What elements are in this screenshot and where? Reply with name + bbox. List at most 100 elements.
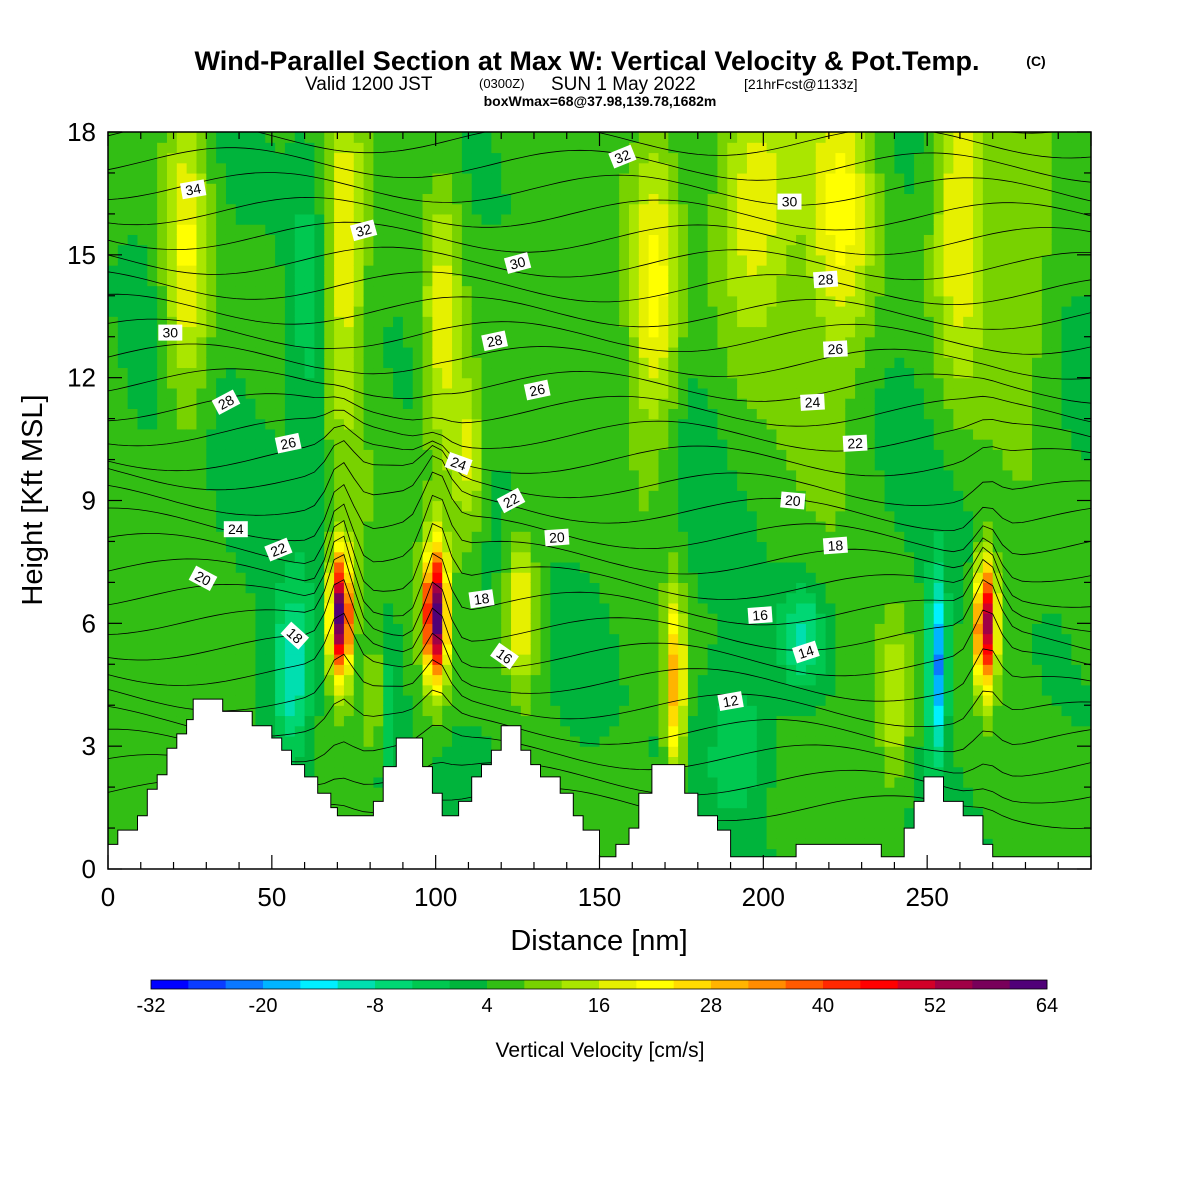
colorbar bbox=[150, 979, 1048, 990]
isentrope-line bbox=[108, 271, 1091, 306]
colorbar-tick-label: -20 bbox=[249, 995, 278, 1017]
colorbar-swatch bbox=[897, 980, 936, 989]
isentrope-label-text: 24 bbox=[804, 394, 821, 411]
valid-time-utc: (0300Z) bbox=[479, 76, 525, 91]
isentrope-label: 30 bbox=[158, 324, 183, 341]
colorbar-swatch bbox=[748, 980, 787, 989]
isentrope-label: 20 bbox=[544, 528, 570, 547]
colorbar-tick-label: 40 bbox=[812, 995, 834, 1017]
isentrope-label: 26 bbox=[822, 340, 848, 358]
isentrope-label-text: 20 bbox=[784, 492, 801, 509]
colorbar-swatch bbox=[188, 980, 227, 989]
isentrope-label: 24 bbox=[223, 521, 248, 538]
y-tick-label: 12 bbox=[67, 363, 96, 393]
colorbar-frame bbox=[150, 979, 1048, 990]
isentrope-label-text: 18 bbox=[473, 590, 491, 608]
isentrope-line bbox=[108, 440, 1091, 506]
isentrope-label-text: 20 bbox=[192, 568, 213, 590]
colorbar-swatch bbox=[151, 980, 189, 989]
x-axis: 0 50 100 150 200 250 bbox=[101, 132, 1092, 912]
isentrope-label: 14 bbox=[792, 640, 820, 664]
y-tick-label: 0 bbox=[82, 854, 96, 884]
isentrope-label-text: 30 bbox=[782, 194, 798, 210]
isentrope-line bbox=[108, 455, 1091, 532]
colorbar-swatch bbox=[1009, 980, 1048, 989]
y-tick-label: 18 bbox=[67, 117, 96, 147]
colorbar-swatch bbox=[449, 980, 488, 989]
isentrope-label: 26 bbox=[523, 379, 551, 401]
isentrope-label: 32 bbox=[608, 144, 637, 169]
y-tick-label: 3 bbox=[82, 731, 96, 761]
isentrope-line bbox=[108, 318, 1091, 355]
isentrope-line bbox=[108, 554, 1091, 651]
valid-time-date: SUN 1 May 2022 bbox=[551, 74, 696, 95]
isentrope-label: 30 bbox=[503, 252, 532, 274]
colorbar-tick-label: 64 bbox=[1036, 995, 1058, 1017]
isentrope-label-text: 18 bbox=[827, 537, 844, 554]
x-tick-label: 100 bbox=[414, 882, 457, 912]
x-tick-label: 150 bbox=[578, 882, 621, 912]
isentrope-label: 22 bbox=[496, 487, 526, 514]
isentrope-line bbox=[108, 368, 1091, 404]
isentrope-line bbox=[108, 535, 1091, 632]
isentrope-label: 30 bbox=[777, 193, 802, 210]
colorbar-swatch bbox=[860, 980, 899, 989]
isentrope-line bbox=[108, 147, 1091, 183]
isentrope-line bbox=[108, 653, 1091, 727]
isentrope-labels: 34 32 30 32 30 28 30 28 26 28 26 24 26 22 24 22 20 24 22 20… bbox=[158, 144, 868, 712]
colorbar-label: Vertical Velocity [cm/s] bbox=[496, 1039, 705, 1062]
x-tick-label: 0 bbox=[101, 882, 115, 912]
colorbar-swatch bbox=[412, 980, 451, 989]
x-tick-label: 200 bbox=[742, 882, 785, 912]
isentrope-label: 16 bbox=[747, 606, 773, 624]
colorbar-swatch bbox=[375, 980, 413, 989]
isentrope-label: 34 bbox=[179, 179, 207, 200]
isentrope-label-text: 14 bbox=[796, 642, 816, 662]
y-axis-label: Height [Kft MSL] bbox=[17, 394, 49, 605]
isentrope-label: 22 bbox=[264, 537, 293, 562]
colorbar-tick-label: -32 bbox=[137, 995, 166, 1017]
colorbar-swatch bbox=[524, 980, 563, 989]
isentrope-label-text: 26 bbox=[528, 381, 547, 400]
isentrope-line bbox=[108, 424, 1091, 477]
y-tick-label: 9 bbox=[82, 486, 96, 516]
isentrope-label-text: 24 bbox=[449, 453, 469, 473]
colorbar-tick-label: -8 bbox=[366, 995, 384, 1017]
colorbar-swatch bbox=[337, 980, 376, 989]
colorbar-swatch bbox=[300, 980, 339, 989]
isentrope-label-text: 20 bbox=[549, 529, 566, 546]
x-axis-label: Distance [nm] bbox=[510, 925, 687, 957]
colorbar-tick-label: 4 bbox=[481, 995, 492, 1017]
colorbar-swatch bbox=[823, 980, 861, 989]
isentrope-label-text: 26 bbox=[279, 434, 298, 453]
isentrope-line bbox=[108, 519, 1091, 608]
isentrope-label-text: 30 bbox=[508, 253, 527, 273]
forecast-info: [21hrFcst@1133z] bbox=[744, 76, 858, 92]
colorbar-swatch bbox=[673, 980, 712, 989]
colorbar-swatch bbox=[972, 980, 1011, 989]
isentrope-line bbox=[108, 393, 1091, 427]
isentrope-label: 22 bbox=[842, 434, 868, 452]
isentrope-label: 32 bbox=[349, 219, 378, 242]
isentrope-label-text: 22 bbox=[500, 490, 521, 512]
isentrope-label: 18 bbox=[822, 536, 848, 555]
valid-time-prefix: Valid 1200 JST bbox=[305, 74, 433, 95]
colorbar-tick-label: 28 bbox=[700, 995, 722, 1017]
isentrope-line bbox=[108, 221, 1091, 256]
isentrope-label: 20 bbox=[780, 491, 806, 510]
colorbar-swatch bbox=[935, 980, 973, 989]
isentrope-label-text: 28 bbox=[817, 271, 834, 288]
colorbar-swatch bbox=[487, 980, 525, 989]
isentrope-label: 16 bbox=[490, 642, 519, 670]
y-tick-label: 15 bbox=[67, 240, 96, 270]
colorbar-swatch bbox=[636, 980, 675, 989]
isentrope-label: 28 bbox=[211, 389, 241, 415]
plot-area: 34 32 30 32 30 28 30 28 26 28 26 24 26 22 24 22 20 24 22 20… bbox=[108, 132, 1091, 869]
isentrope-label: 28 bbox=[481, 330, 509, 352]
isentrope-label-text: 12 bbox=[722, 692, 740, 710]
isentrope-line bbox=[108, 579, 1091, 677]
x-tick-label: 250 bbox=[905, 882, 948, 912]
colorbar-tick-label: 52 bbox=[924, 995, 946, 1017]
isentrope-line bbox=[108, 409, 1091, 452]
terrain-mask bbox=[108, 698, 1091, 869]
